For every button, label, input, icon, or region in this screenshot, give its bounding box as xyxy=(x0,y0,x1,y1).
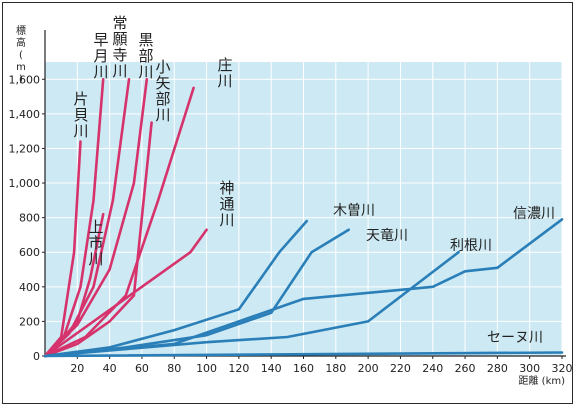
x-tick-label: 60 xyxy=(135,362,149,375)
x-tick-label: 240 xyxy=(422,362,443,375)
chart-frame xyxy=(2,2,573,404)
series-label-4: 黒部川 xyxy=(138,31,153,81)
y-tick-label: 800 xyxy=(19,212,40,225)
axis-titles: 標高(m) 距離 (km) xyxy=(16,24,565,387)
x-tick-label: 220 xyxy=(390,362,411,375)
series-label-7: 神通川 xyxy=(219,179,234,229)
x-tick-label: 260 xyxy=(455,362,476,375)
y-tick-label: 0 xyxy=(33,350,40,363)
series-line-5 xyxy=(43,121,153,358)
series-label-2: 常願寺川 xyxy=(112,14,127,80)
series-label-3: 上市川 xyxy=(88,218,103,268)
series-line-4 xyxy=(43,78,149,358)
series-line-8 xyxy=(43,219,309,358)
series-label-10: 利根川 xyxy=(450,238,492,254)
y-tick-label: 400 xyxy=(19,281,40,294)
series-lines xyxy=(43,78,564,358)
x-tick-label: 140 xyxy=(261,362,282,375)
series-line-11 xyxy=(43,218,564,358)
y-tick-label: 1,000 xyxy=(9,177,41,190)
y-tick-label: 1,600 xyxy=(9,73,41,86)
y-tick-label: 600 xyxy=(19,246,40,259)
x-tick-label: 300 xyxy=(519,362,540,375)
tick-labels: 0 200 400 600 800 1,000 1,200 1,400 1,600 20 40 60 8… xyxy=(9,73,573,375)
series-label-5: 小矢部川 xyxy=(155,58,170,124)
x-tick-label: 160 xyxy=(293,362,314,375)
y-tick-label: 1,200 xyxy=(9,142,41,155)
x-tick-label: 100 xyxy=(196,362,217,375)
x-tick-label: 20 xyxy=(70,362,84,375)
x-tick-label: 200 xyxy=(358,362,379,375)
series-label-9: 天竜川 xyxy=(366,227,408,244)
y-tick-label: 1,400 xyxy=(9,108,41,121)
series-label-12: セーヌ川 xyxy=(487,330,543,346)
series-label-1: 早月川 xyxy=(93,31,108,81)
series-line-7 xyxy=(43,228,208,358)
series-label-8: 木曽川 xyxy=(333,203,375,219)
x-tick-label: 120 xyxy=(228,362,249,375)
series-label-0: 片貝川 xyxy=(73,90,88,140)
y-axis-title: 標高(m) xyxy=(16,24,26,85)
x-axis-title: 距離 (km) xyxy=(518,374,565,387)
series-line-6 xyxy=(43,86,195,358)
series-label-6: 庄川 xyxy=(217,56,232,90)
x-tick-label: 40 xyxy=(103,362,117,375)
x-tick-label: 280 xyxy=(487,362,508,375)
series-line-12 xyxy=(43,351,564,358)
x-tick-label: 80 xyxy=(167,362,181,375)
x-tick-label: 180 xyxy=(325,362,346,375)
y-tick-label: 200 xyxy=(19,315,40,328)
x-tick-label: 320 xyxy=(552,362,573,375)
series-label-11: 信濃川 xyxy=(513,206,555,222)
